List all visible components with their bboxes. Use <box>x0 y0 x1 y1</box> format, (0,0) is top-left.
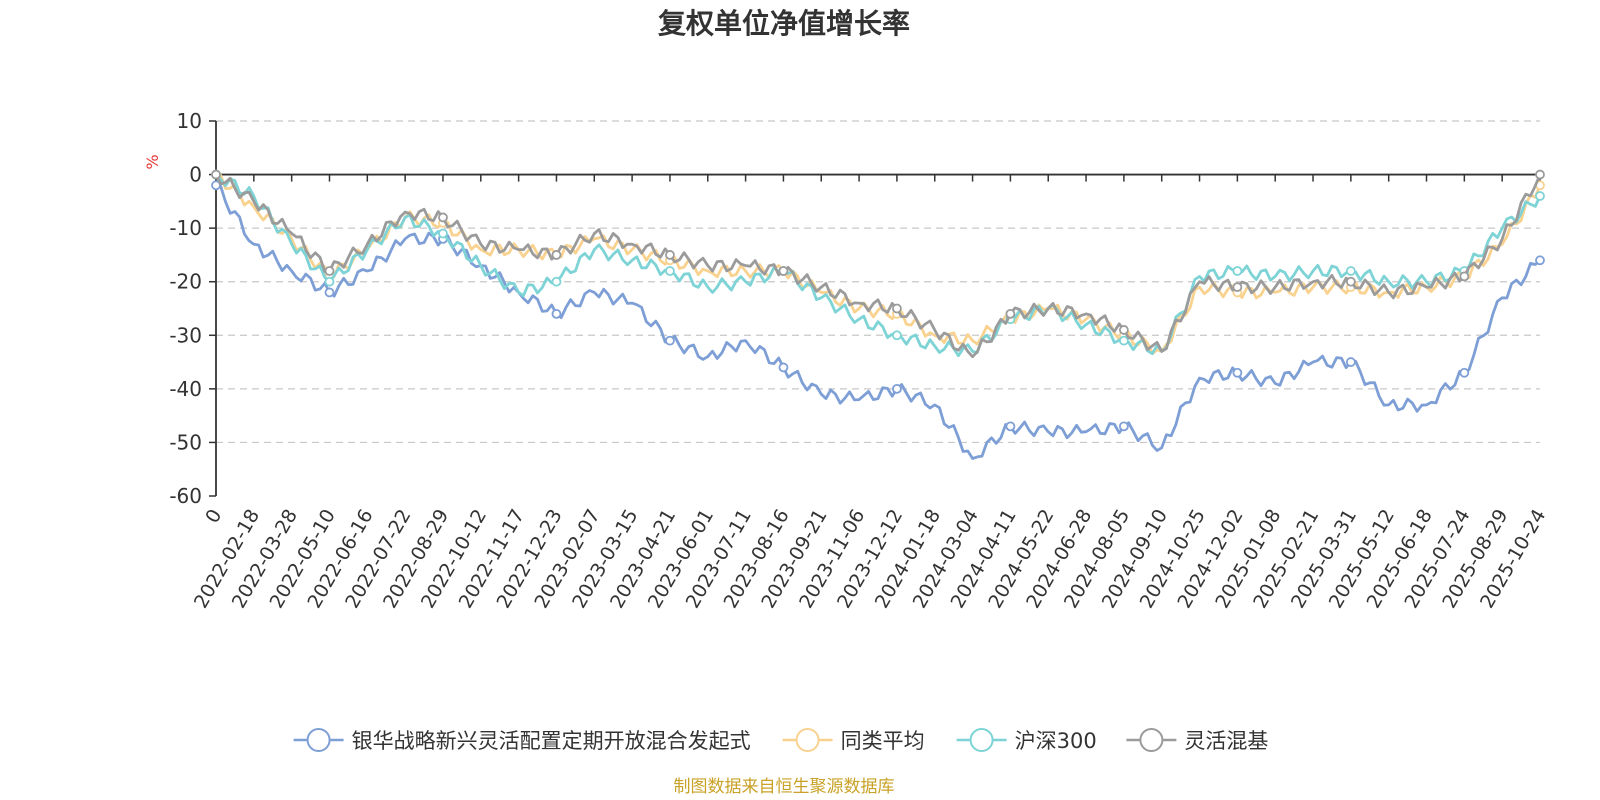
legend-label: 银华战略新兴灵活配置定期开放混合发起式 <box>352 729 751 753</box>
data-point <box>665 250 675 260</box>
data-point <box>324 276 335 287</box>
y-tick-label: 0 <box>189 163 202 187</box>
data-point <box>665 335 675 346</box>
legend-label: 沪深300 <box>1015 729 1097 753</box>
data-point <box>1535 169 1545 180</box>
legend-label: 同类平均 <box>841 729 925 753</box>
data-point <box>1232 282 1243 292</box>
legend-item: 灵活混基 <box>1126 728 1268 753</box>
data-point <box>1118 335 1129 346</box>
data-point <box>1345 276 1356 287</box>
data-point <box>1535 191 1545 201</box>
data-point <box>778 362 789 373</box>
legend-item: 银华战略新兴灵活配置定期开放混合发起式 <box>293 728 751 753</box>
data-point <box>1005 421 1016 432</box>
legend-circle-icon <box>1139 728 1164 752</box>
source-note: 制图数据来自恒生聚源数据库 <box>674 777 895 797</box>
legend: 银华战略新兴灵活配置定期开放混合发起式 同类平均 沪深300 灵活混基 <box>293 728 1268 753</box>
gridlines <box>216 120 1540 444</box>
y-axis-unit: % <box>143 154 162 169</box>
data-point <box>324 287 335 298</box>
series-line <box>214 173 1542 359</box>
x-tick-labels: 02022-02-182022-03-282022-05-102022-06-1… <box>190 506 1550 613</box>
data-point <box>1118 421 1129 432</box>
data-point <box>438 212 448 223</box>
data-point <box>1459 367 1470 378</box>
data-point <box>1232 266 1243 276</box>
data-point <box>551 308 562 319</box>
data-point <box>1345 357 1356 367</box>
legend-circle-icon <box>795 728 820 752</box>
series-lines <box>211 169 1545 460</box>
y-tick-label: -10 <box>169 216 202 240</box>
data-point <box>211 180 221 191</box>
x-tick-label: 0 <box>201 506 226 527</box>
y-tick-label: -20 <box>169 270 202 294</box>
y-tick-label: -40 <box>169 377 202 401</box>
data-point <box>892 383 902 394</box>
data-point <box>324 266 335 276</box>
data-point <box>1345 266 1356 276</box>
data-point <box>1459 271 1470 282</box>
legend-circle-icon <box>969 728 994 752</box>
data-point <box>551 276 562 287</box>
data-point <box>211 169 221 180</box>
y-tick-label: -60 <box>169 484 202 508</box>
series-line <box>214 173 1542 358</box>
series-line <box>215 183 1541 460</box>
data-point <box>1118 325 1129 335</box>
legend-item: 沪深300 <box>956 728 1097 753</box>
y-tick-label: -30 <box>169 323 202 347</box>
data-point <box>551 250 562 260</box>
chart-title: 复权单位净值增长率 <box>658 7 910 40</box>
data-point <box>892 303 902 314</box>
legend-circle-icon <box>306 728 331 752</box>
data-point <box>1535 255 1545 266</box>
legend-item: 同类平均 <box>782 728 925 753</box>
y-tick-label: 10 <box>177 109 202 133</box>
data-point <box>892 330 902 341</box>
data-point <box>1005 308 1016 319</box>
axes: 10 0 -10 -20 -30 -40 -50 -60 <box>169 109 1541 508</box>
data-point <box>778 266 789 276</box>
data-point <box>665 266 675 276</box>
y-tick-label: -50 <box>169 430 202 454</box>
series-line <box>215 173 1542 355</box>
data-point <box>1232 367 1243 378</box>
legend-label: 灵活混基 <box>1184 729 1268 753</box>
data-point <box>438 228 448 239</box>
